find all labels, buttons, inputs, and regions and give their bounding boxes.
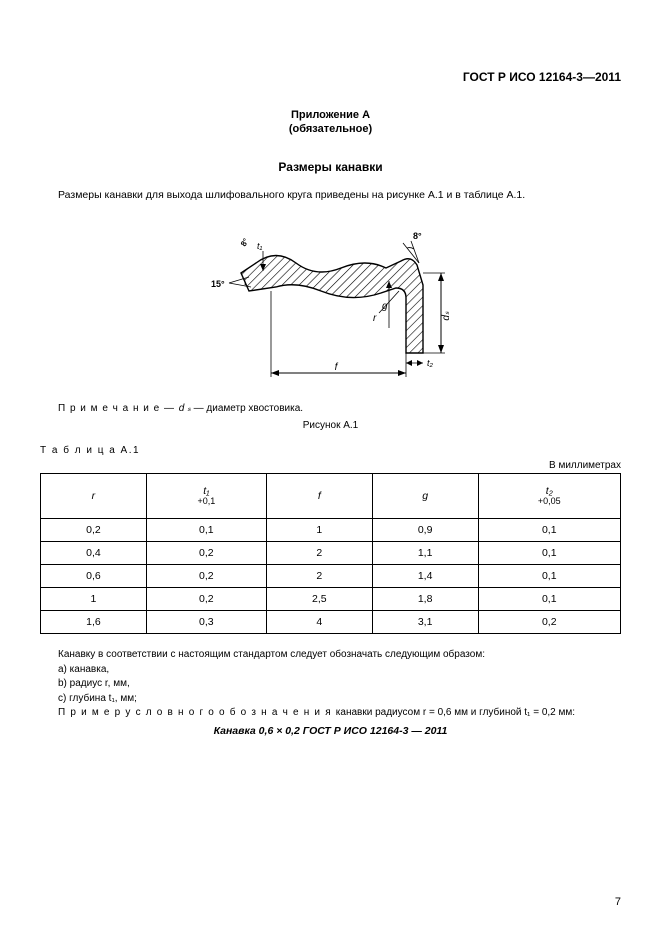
note-rest: — диаметр хвостовика. xyxy=(191,403,303,414)
table-cell: 0,9 xyxy=(372,519,478,542)
table-cell: 0,1 xyxy=(146,519,266,542)
appendix-label: Приложение А xyxy=(40,109,621,121)
figure-caption: Рисунок А.1 xyxy=(40,420,621,431)
table-row: 1,60,343,10,2 xyxy=(41,611,621,634)
svg-text:t₂: t₂ xyxy=(427,358,434,368)
page-number: 7 xyxy=(615,896,621,908)
post-table-text: Канавку в соответствии с настоящим станд… xyxy=(40,648,621,721)
note-prefix: П р и м е ч а н и е — xyxy=(58,403,179,414)
note-symbol: d ₛ xyxy=(179,403,191,414)
post-line1: Канавку в соответствии с настоящим станд… xyxy=(40,648,621,663)
table-cell: 1 xyxy=(41,588,147,611)
svg-text:t₁: t₁ xyxy=(257,241,263,251)
table-cell: 4 xyxy=(266,611,372,634)
section-title: Размеры канавки xyxy=(40,160,621,174)
table-row: 0,60,221,40,1 xyxy=(41,565,621,588)
svg-text:f: f xyxy=(334,362,338,373)
table-cell: 2 xyxy=(266,565,372,588)
svg-text:8°: 8° xyxy=(413,231,422,241)
mandatory-label: (обязательное) xyxy=(40,123,621,135)
figure-a1: f dₛ g r t₂ 8° xyxy=(40,213,621,393)
table-row: 10,22,51,80,1 xyxy=(41,588,621,611)
table-cell: 0,1 xyxy=(478,565,620,588)
post-c: c) глубина t₁, мм; xyxy=(40,692,621,707)
table-cell: 1,6 xyxy=(41,611,147,634)
intro-text: Размеры канавки для выхода шлифовального… xyxy=(40,189,621,201)
units-label: В миллиметрах xyxy=(40,460,621,471)
table-cell: 0,2 xyxy=(41,519,147,542)
table-cell: 2,5 xyxy=(266,588,372,611)
table-cell: 1 xyxy=(266,519,372,542)
col-r: r xyxy=(41,474,147,519)
table-cell: 1,8 xyxy=(372,588,478,611)
table-cell: 0,2 xyxy=(146,565,266,588)
table-header-row: r t₁+0,1 f g t₂+0,05 xyxy=(41,474,621,519)
table-label: Т а б л и ц а А.1 xyxy=(40,445,621,456)
table-a1: r t₁+0,1 f g t₂+0,05 0,20,110,90,10,40,2… xyxy=(40,473,621,634)
table-cell: 0,2 xyxy=(478,611,620,634)
table-cell: 0,1 xyxy=(478,542,620,565)
table-cell: 2 xyxy=(266,542,372,565)
post-a: a) канавка, xyxy=(40,663,621,678)
table-row: 0,40,221,10,1 xyxy=(41,542,621,565)
col-f: f xyxy=(266,474,372,519)
table-cell: 3,1 xyxy=(372,611,478,634)
col-g: g xyxy=(372,474,478,519)
table-cell: 0,4 xyxy=(41,542,147,565)
svg-text:8°: 8° xyxy=(238,237,250,248)
table-cell: 0,1 xyxy=(478,519,620,542)
table-cell: 0,1 xyxy=(478,588,620,611)
table-cell: 0,2 xyxy=(146,542,266,565)
table-cell: 0,6 xyxy=(41,565,147,588)
table-cell: 0,3 xyxy=(146,611,266,634)
svg-text:r: r xyxy=(373,313,377,324)
table-cell: 1,4 xyxy=(372,565,478,588)
designation: Канавка 0,6 × 0,2 ГОСТ Р ИСО 12164-3 — 2… xyxy=(40,725,621,737)
figure-note: П р и м е ч а н и е — d ₛ — диаметр хвос… xyxy=(40,403,621,414)
example-line: П р и м е р у с л о в н о г о о б о з н … xyxy=(40,706,621,721)
svg-text:15°: 15° xyxy=(211,279,225,289)
col-t2: t₂+0,05 xyxy=(478,474,620,519)
col-t1: t₁+0,1 xyxy=(146,474,266,519)
table-row: 0,20,110,90,1 xyxy=(41,519,621,542)
table-cell: 0,2 xyxy=(146,588,266,611)
post-b: b) радиус r, мм, xyxy=(40,677,621,692)
table-cell: 1,1 xyxy=(372,542,478,565)
document-id: ГОСТ Р ИСО 12164-3—2011 xyxy=(40,70,621,84)
svg-text:dₛ: dₛ xyxy=(441,311,452,321)
